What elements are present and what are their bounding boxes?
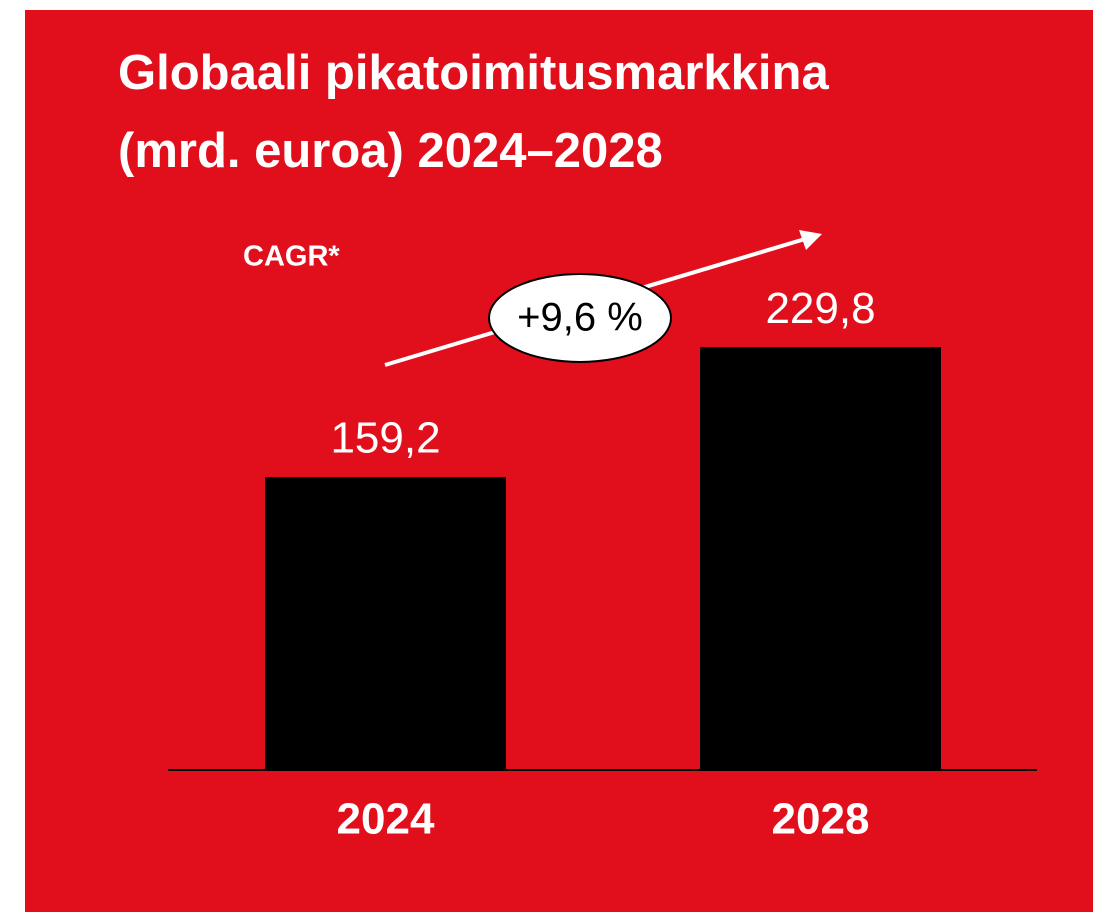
value-label: 229,8 xyxy=(765,284,875,333)
x-tick-label: 2028 xyxy=(772,795,870,844)
bar xyxy=(700,347,941,770)
value-label: 159,2 xyxy=(330,414,440,463)
bar xyxy=(265,477,506,770)
chart-title: Globaali pikatoimitusmarkkina xyxy=(118,46,829,100)
chart-title: (mrd. euroa) 2024–2028 xyxy=(118,124,663,178)
annotation: CAGR* xyxy=(243,241,340,273)
annotation-bubble xyxy=(488,273,672,363)
annotation: +9,6 % xyxy=(517,296,643,340)
arrow-head xyxy=(799,230,822,250)
x-tick-label: 2024 xyxy=(337,795,435,844)
